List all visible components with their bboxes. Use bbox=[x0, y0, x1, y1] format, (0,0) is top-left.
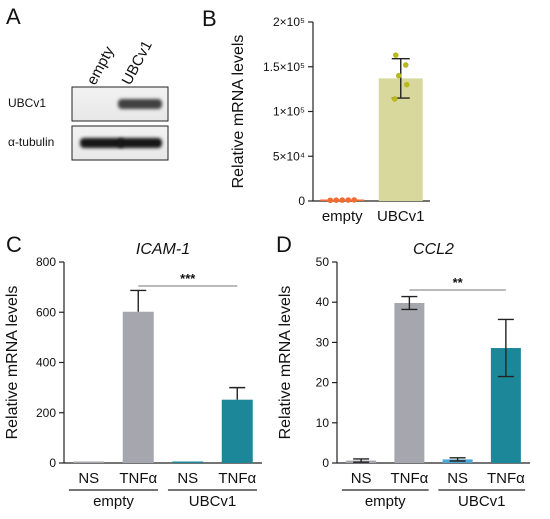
y-tick-label: 10 bbox=[316, 416, 330, 430]
bar bbox=[378, 78, 423, 201]
data-point bbox=[395, 72, 402, 79]
x-tick-label: NS bbox=[177, 470, 198, 487]
bar bbox=[394, 303, 425, 463]
chart-b: 0 5×10⁴ 1×10⁵ 1.5×10⁵ 2×10⁵ Relative mRNA lev… bbox=[230, 15, 430, 225]
y-axis-title: Relative mRNA levels bbox=[4, 286, 21, 440]
y-tick-label: 0 bbox=[298, 194, 305, 208]
panel-letter-c: C bbox=[6, 232, 22, 257]
group-label: UBCv1 bbox=[189, 493, 237, 510]
bar bbox=[73, 461, 105, 463]
chart-title: ICAM-1 bbox=[136, 241, 190, 258]
x-tick-label: NS bbox=[447, 470, 468, 487]
chart-d: 0 10 20 30 40 50 Relative mRNA levels NS TNFα NS T… bbox=[277, 241, 530, 510]
group-label: UBCv1 bbox=[458, 493, 506, 510]
y-tick-label: 50 bbox=[316, 255, 330, 269]
y-tick-label: 0 bbox=[322, 456, 329, 470]
bar bbox=[221, 399, 253, 463]
y-tick-label: 30 bbox=[316, 335, 330, 349]
data-point bbox=[327, 197, 334, 204]
data-point bbox=[402, 62, 409, 68]
y-tick-label: 40 bbox=[316, 295, 330, 309]
blot-lane-label: empty bbox=[84, 43, 118, 87]
y-tick-label: 1×10⁵ bbox=[273, 105, 305, 119]
data-point bbox=[345, 197, 352, 203]
blot-band bbox=[118, 99, 162, 109]
bar bbox=[122, 311, 154, 463]
chart-title: CCL2 bbox=[413, 241, 454, 258]
panel-letter-b: B bbox=[202, 6, 217, 31]
x-tick-label: TNFα bbox=[487, 470, 525, 487]
y-axis-title: Relative mRNA levels bbox=[230, 35, 247, 189]
data-point bbox=[403, 81, 410, 88]
significance-label: ** bbox=[453, 275, 464, 290]
blot-band bbox=[118, 138, 162, 148]
x-tick-label: empty bbox=[322, 208, 363, 225]
panel-letter-a: A bbox=[6, 4, 21, 29]
data-point bbox=[333, 197, 340, 203]
y-tick-label: 1.5×10⁵ bbox=[263, 60, 305, 74]
y-tick-label: 2×10⁵ bbox=[273, 15, 305, 29]
blot-row-label: α-tubulin bbox=[8, 135, 54, 149]
data-point bbox=[339, 197, 346, 203]
data-point bbox=[351, 197, 358, 203]
y-tick-label: 800 bbox=[36, 255, 56, 269]
y-tick-label: 600 bbox=[36, 305, 56, 319]
blot-lane-label: UBCv1 bbox=[119, 38, 156, 88]
x-tick-label: UBCv1 bbox=[377, 208, 425, 225]
y-tick-label: 200 bbox=[36, 406, 56, 420]
significance-label: *** bbox=[180, 271, 196, 286]
x-tick-label: NS bbox=[78, 470, 99, 487]
group-label: empty bbox=[365, 493, 406, 510]
y-tick-label: 20 bbox=[316, 376, 330, 390]
x-tick-label: TNFα bbox=[119, 470, 157, 487]
x-tick-label: TNFα bbox=[218, 470, 256, 487]
y-tick-label: 0 bbox=[49, 456, 56, 470]
x-tick-label: TNFα bbox=[390, 470, 428, 487]
blot-band bbox=[80, 138, 124, 148]
y-tick-label: 5×10⁴ bbox=[273, 149, 305, 163]
blot-row-label: UBCv1 bbox=[8, 96, 46, 110]
x-tick-label: NS bbox=[351, 470, 372, 487]
data-point bbox=[392, 52, 399, 58]
panel-letter-d: D bbox=[276, 232, 292, 257]
data-point bbox=[391, 96, 398, 102]
bar bbox=[172, 461, 204, 463]
group-label: empty bbox=[93, 493, 134, 510]
western-blot: empty UBCv1 UBCv1 α-tubulin bbox=[8, 38, 169, 161]
y-tick-label: 400 bbox=[36, 356, 56, 370]
y-axis-title: Relative mRNA levels bbox=[277, 286, 294, 440]
chart-c: 0 200 400 600 800 Relative mRNA levels NS TNFα N… bbox=[4, 241, 262, 510]
